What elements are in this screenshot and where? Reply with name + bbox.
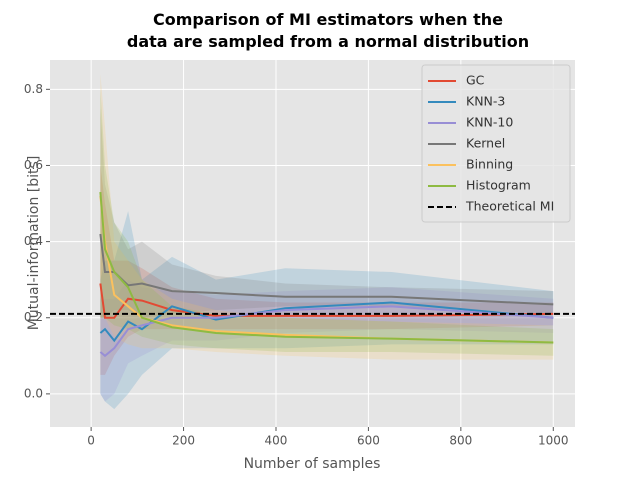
y-tick-label: 0.6 bbox=[24, 158, 43, 172]
x-tick-label: 1000 bbox=[538, 434, 569, 448]
x-axis-label: Number of samples bbox=[244, 456, 381, 472]
confidence-band bbox=[100, 211, 554, 410]
legend-label: GC bbox=[466, 73, 485, 88]
confidence-band bbox=[100, 89, 554, 356]
legend-label: KNN-3 bbox=[466, 94, 505, 109]
confidence-band bbox=[100, 108, 554, 318]
legend-label: Histogram bbox=[466, 178, 531, 193]
legend-label: Binning bbox=[466, 157, 513, 172]
y-tick-label: 0.8 bbox=[24, 82, 43, 96]
legend-label: Kernel bbox=[466, 136, 505, 151]
series-line bbox=[99, 192, 554, 344]
x-tick-label: 600 bbox=[357, 434, 380, 448]
y-tick-label: 0.2 bbox=[24, 310, 43, 324]
x-tick-label: 0 bbox=[87, 434, 95, 448]
x-tick-label: 400 bbox=[265, 434, 288, 448]
series-line bbox=[99, 301, 554, 343]
chart-title: Comparison of MI estimators when the dat… bbox=[126, 10, 530, 51]
confidence-band bbox=[100, 165, 554, 375]
y-axis-label: Mutual-information [bits] bbox=[26, 156, 42, 331]
confidence-band bbox=[100, 74, 554, 360]
y-tick-label: 0.0 bbox=[24, 386, 43, 400]
legend-label: Theoretical MI bbox=[465, 199, 554, 214]
x-tick-label: 800 bbox=[449, 434, 472, 448]
legend-box bbox=[421, 64, 571, 223]
y-tick-label: 0.4 bbox=[24, 234, 43, 248]
series-line bbox=[99, 283, 554, 319]
x-tick-label: 200 bbox=[172, 434, 195, 448]
legend-label: KNN-10 bbox=[466, 115, 513, 130]
